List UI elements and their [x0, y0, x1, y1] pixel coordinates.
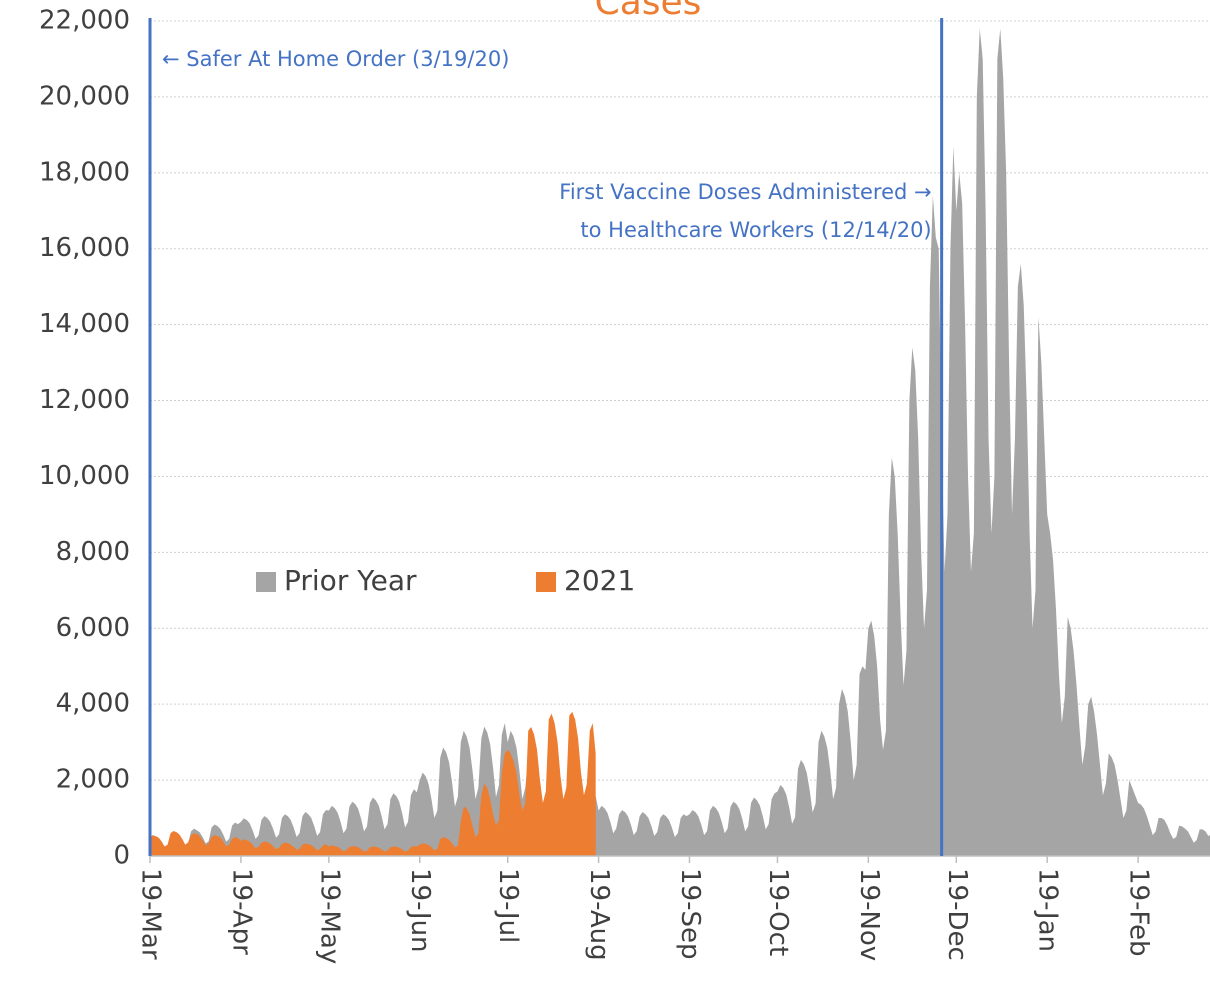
- x-tick-label: 19-Mar: [136, 868, 166, 960]
- x-tick-label: 19-Dec: [942, 868, 972, 961]
- x-tick-label: 19-Sep: [675, 868, 705, 959]
- y-tick-label: 18,000: [39, 157, 130, 187]
- y-tick-label: 14,000: [39, 309, 130, 339]
- y-tick-label: 8,000: [56, 537, 130, 567]
- x-tick-label: 19-Nov: [854, 868, 884, 961]
- x-tick-label: 19-Aug: [584, 868, 614, 961]
- y-tick-label: 20,000: [39, 81, 130, 111]
- area: [150, 711, 596, 856]
- annotation-text: to Healthcare Workers (12/14/20): [580, 218, 931, 242]
- y-tick-label: 12,000: [39, 385, 130, 415]
- y-tick-label: 10,000: [39, 461, 130, 491]
- y-tick-label: 2,000: [56, 765, 130, 795]
- x-tick-label: 19-May: [314, 868, 344, 964]
- x-tick-label: 19-Oct: [763, 868, 793, 956]
- y-tick-label: 16,000: [39, 233, 130, 263]
- x-tick-label: 19-Jun: [405, 868, 435, 953]
- x-tick-label: 19-Apr: [226, 868, 256, 955]
- y-tick-label: 22,000: [39, 6, 130, 36]
- legend-swatch: [536, 572, 556, 592]
- y-tick-label: 4,000: [56, 689, 130, 719]
- annotation-text: First Vaccine Doses Administered →: [559, 180, 931, 204]
- x-tick-label: 19-Feb: [1124, 868, 1154, 957]
- legend-label: Prior Year: [284, 564, 417, 597]
- legend-label: 2021: [564, 564, 635, 597]
- area: [150, 28, 1210, 856]
- x-tick-label: 19-Jul: [493, 868, 523, 943]
- chart-title: Cases: [595, 0, 702, 23]
- x-tick-label: 19-Jan: [1033, 868, 1063, 952]
- y-tick-label: 0: [113, 841, 130, 871]
- annotation-text: ← Safer At Home Order (3/19/20): [162, 47, 509, 71]
- legend-swatch: [256, 572, 276, 592]
- y-tick-label: 6,000: [56, 613, 130, 643]
